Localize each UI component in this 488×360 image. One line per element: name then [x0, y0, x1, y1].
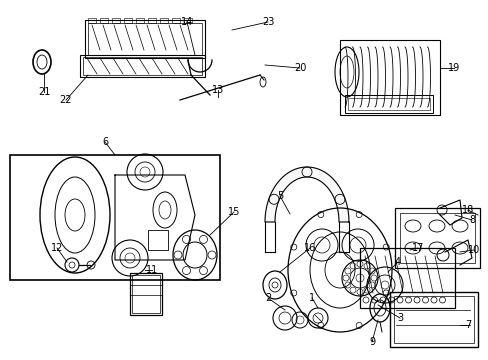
- Bar: [399, 213, 474, 263]
- Text: 10: 10: [467, 245, 479, 255]
- Bar: [88, 18, 96, 23]
- Text: 9: 9: [368, 337, 374, 347]
- Bar: [347, 98, 429, 110]
- Text: 20: 20: [293, 63, 305, 73]
- Text: 14: 14: [181, 17, 193, 27]
- Bar: [112, 18, 120, 23]
- Bar: [393, 296, 473, 343]
- Text: 15: 15: [227, 207, 240, 217]
- Bar: [172, 18, 180, 23]
- Text: 2: 2: [264, 293, 270, 303]
- Text: 3: 3: [396, 313, 402, 323]
- Text: 6: 6: [102, 137, 108, 147]
- Bar: [100, 18, 108, 23]
- Text: 11: 11: [145, 265, 158, 275]
- Bar: [345, 95, 432, 113]
- Text: 7: 7: [464, 320, 470, 330]
- Text: 17: 17: [411, 243, 423, 253]
- Text: 22: 22: [60, 95, 72, 105]
- Bar: [85, 20, 204, 58]
- Bar: [124, 18, 132, 23]
- Bar: [359, 248, 454, 308]
- Text: 13: 13: [211, 85, 224, 95]
- Bar: [132, 275, 160, 313]
- Bar: [183, 18, 192, 23]
- Text: 18: 18: [461, 205, 473, 215]
- Bar: [80, 55, 204, 77]
- Bar: [148, 18, 156, 23]
- Polygon shape: [264, 167, 348, 222]
- Bar: [83, 57, 202, 75]
- Text: 19: 19: [447, 63, 459, 73]
- Text: 5: 5: [276, 191, 283, 201]
- Text: 21: 21: [38, 87, 50, 97]
- Text: 1: 1: [308, 293, 314, 303]
- Text: 4: 4: [394, 257, 400, 267]
- Bar: [148, 230, 168, 250]
- Bar: [389, 292, 477, 347]
- Bar: [339, 40, 439, 115]
- Bar: [130, 273, 162, 315]
- Bar: [394, 208, 479, 268]
- Bar: [10, 155, 220, 280]
- Bar: [160, 18, 168, 23]
- Bar: [136, 18, 143, 23]
- Text: 23: 23: [261, 17, 274, 27]
- Text: 12: 12: [51, 243, 63, 253]
- Text: 16: 16: [303, 243, 315, 253]
- Text: 8: 8: [468, 215, 474, 225]
- Bar: [88, 23, 202, 55]
